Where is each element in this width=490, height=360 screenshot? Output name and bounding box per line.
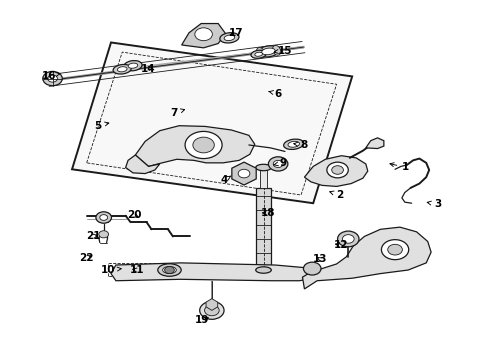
Polygon shape — [302, 227, 431, 289]
Polygon shape — [206, 298, 218, 310]
Circle shape — [193, 137, 214, 153]
Ellipse shape — [288, 141, 299, 147]
Polygon shape — [256, 188, 271, 270]
Ellipse shape — [255, 52, 263, 56]
Polygon shape — [366, 138, 384, 149]
Text: 7: 7 — [171, 108, 185, 118]
Ellipse shape — [220, 33, 239, 43]
Text: 3: 3 — [427, 199, 441, 209]
Ellipse shape — [124, 60, 142, 71]
Ellipse shape — [251, 50, 267, 58]
Ellipse shape — [256, 48, 265, 57]
Ellipse shape — [256, 267, 271, 273]
Circle shape — [332, 166, 343, 174]
Ellipse shape — [118, 67, 127, 72]
Text: 1: 1 — [390, 162, 410, 172]
Circle shape — [327, 162, 348, 178]
Circle shape — [165, 266, 174, 274]
Text: 6: 6 — [269, 89, 282, 99]
Ellipse shape — [128, 63, 138, 68]
Ellipse shape — [272, 45, 281, 55]
Ellipse shape — [113, 64, 131, 74]
Polygon shape — [125, 155, 160, 174]
Polygon shape — [135, 126, 255, 166]
Circle shape — [204, 305, 219, 316]
Circle shape — [96, 212, 112, 223]
Polygon shape — [232, 162, 256, 185]
Text: 22: 22 — [79, 253, 94, 263]
Ellipse shape — [262, 48, 275, 55]
Text: 19: 19 — [195, 315, 209, 325]
Text: 8: 8 — [294, 140, 308, 150]
Circle shape — [338, 231, 359, 247]
Circle shape — [273, 160, 283, 167]
Circle shape — [100, 215, 108, 220]
Ellipse shape — [284, 139, 304, 149]
Text: 11: 11 — [129, 265, 144, 275]
Text: 14: 14 — [141, 64, 156, 73]
Ellipse shape — [257, 46, 280, 57]
Circle shape — [303, 262, 321, 275]
Circle shape — [200, 301, 224, 319]
Circle shape — [195, 28, 212, 41]
Circle shape — [269, 157, 288, 171]
Polygon shape — [182, 23, 225, 48]
Circle shape — [185, 131, 222, 158]
Circle shape — [48, 75, 57, 82]
Text: 18: 18 — [261, 208, 276, 218]
Text: 4: 4 — [221, 175, 231, 185]
Ellipse shape — [224, 35, 235, 41]
Polygon shape — [260, 167, 268, 188]
Text: 21: 21 — [86, 231, 100, 242]
Text: 16: 16 — [42, 71, 60, 81]
Circle shape — [388, 244, 402, 255]
Circle shape — [238, 169, 250, 178]
Text: 13: 13 — [313, 254, 328, 264]
Polygon shape — [304, 156, 368, 186]
Ellipse shape — [256, 164, 271, 171]
Circle shape — [43, 71, 62, 86]
Text: 12: 12 — [334, 240, 349, 250]
Text: 2: 2 — [330, 190, 343, 200]
Text: 5: 5 — [94, 121, 109, 131]
Circle shape — [343, 235, 354, 243]
Circle shape — [99, 231, 109, 238]
Text: 15: 15 — [274, 46, 292, 56]
Text: 20: 20 — [126, 210, 141, 220]
Polygon shape — [72, 42, 352, 203]
Text: 17: 17 — [229, 28, 244, 38]
Ellipse shape — [163, 266, 176, 274]
Ellipse shape — [158, 264, 181, 276]
Text: 10: 10 — [100, 265, 121, 275]
Text: 9: 9 — [274, 158, 287, 168]
Polygon shape — [111, 263, 317, 281]
Circle shape — [381, 240, 409, 260]
